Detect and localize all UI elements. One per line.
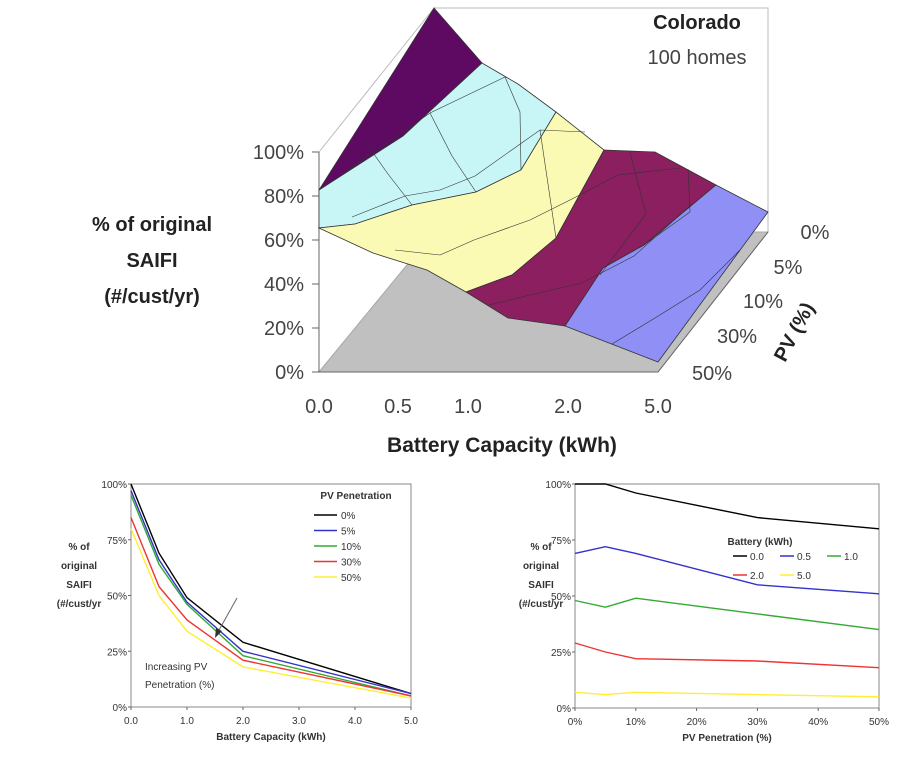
line-chart-battery: 0% 25% 50% 75% 100% 0.0 1.0 2.0 3.0 4.0 5.0 Battery… [57,480,419,743]
series-line-5% [130,490,412,695]
surface-subtitle: 100 homes [648,47,747,69]
legend-label: 1.0 [844,552,858,563]
series-line-30% [130,517,412,697]
y-axis-label-line: (#/cust/yr [57,599,102,610]
plot-area [130,483,412,708]
x-axis-label: Battery Capacity (kWh) [216,732,325,743]
surface-y-tick-label: 40% [264,274,304,296]
y-tick-label: 50% [107,592,127,603]
y-tick-label: 0% [557,704,572,715]
y-axis-label-line: original [61,561,97,572]
surface-pv-tick-label: 50% [692,363,732,385]
series-line-0.0 [575,483,880,530]
legend-label: 0% [341,511,356,522]
surface-ylabel-line: (#/cust/yr) [104,286,200,308]
x-tick-label: 0% [568,717,583,728]
legend-label: 30% [341,558,361,569]
surface-x-tick-label: 5.0 [644,396,672,418]
series-line-10% [130,494,412,697]
surface-y-tick-label: 0% [275,362,304,384]
y-tick-label: 25% [107,647,127,658]
y-tick-label: 75% [551,536,571,547]
series-line-0.5 [574,545,880,595]
x-tick-label: 10% [626,717,646,728]
y-axis-label-line: SAIFI [528,580,554,591]
series-line-50% [130,528,412,699]
surface-xlabel: Battery Capacity (kWh) [387,434,617,457]
y-axis-label-line: original [523,561,559,572]
x-tick-label: 5.0 [404,716,418,727]
series-line-1.0 [574,597,880,631]
surface-y-tick-label: 100% [253,142,304,164]
surface-pv-tick-label: 30% [717,326,757,348]
legend-label: 50% [341,573,361,584]
annotation-text: Increasing PV [145,662,208,673]
legend-label: 0.5 [797,552,811,563]
x-axis-label: PV Penetration (%) [682,733,771,744]
legend-label: 5% [341,527,356,538]
annotation-arrowhead [215,628,222,638]
legend-title: Battery (kWh) [727,537,792,548]
surface-band-3.5-5.0 [564,184,769,363]
line-chart-pv: 0% 25% 50% 75% 100% 0% 10% 20% 30% 40% 50% PV Penet… [519,480,889,744]
y-axis-label-line: SAIFI [66,580,92,591]
surface-y-ticks: 0% 20% 40% 60% 80% 100% [253,142,319,384]
series-line-2.0 [574,642,880,669]
annotation-text: Penetration (%) [145,680,214,691]
x-tick-label: 1.0 [180,716,194,727]
surface-ylabel-line: SAIFI [126,250,177,272]
surface-x-tick-label: 2.0 [554,396,582,418]
y-tick-label: 50% [551,592,571,603]
series-line-5.0 [574,691,880,698]
x-tick-label: 20% [687,717,707,728]
surface-x-tick-label: 1.0 [454,396,482,418]
surface-title: Colorado [653,12,741,34]
surface-y-tick-label: 20% [264,318,304,340]
surface-pv-tick-label: 5% [774,257,803,279]
legend-label: 10% [341,542,361,553]
y-tick-label: 100% [545,480,571,491]
legend-label: 5.0 [797,571,811,582]
plot-area [574,483,880,709]
y-axis-label-line: (#/cust/yr [519,599,564,610]
legend-title: PV Penetration [320,491,391,502]
surface-ylabel-line: % of original [92,214,212,236]
legend-label: 2.0 [750,571,764,582]
x-tick-label: 40% [808,717,828,728]
y-tick-label: 25% [551,648,571,659]
annotation-arrow [217,597,238,633]
surface-chart: 0% 20% 40% 60% 80% 100% 0.0 0.5 1.0 2.0 5.0 0% 5% 1… [92,6,830,457]
surface-pv-tick-label: 10% [743,291,783,313]
surface-ylabel: % of original SAIFI (#/cust/yr) [92,214,212,308]
surface-y-tick-label: 80% [264,186,304,208]
x-tick-label: 30% [747,717,767,728]
x-tick-label: 2.0 [236,716,250,727]
x-tick-label: 50% [869,717,889,728]
legend-label: 0.0 [750,552,764,563]
y-tick-label: 0% [113,703,128,714]
surface-x-tick-label: 0.5 [384,396,412,418]
x-tick-label: 4.0 [348,716,362,727]
surface-x-ticks: 0.0 0.5 1.0 2.0 5.0 [305,396,672,418]
surface-pv-tick-label: 0% [801,222,830,244]
x-tick-label: 3.0 [292,716,306,727]
y-tick-label: 75% [107,536,127,547]
surface-pv-ticks: 0% 5% 10% 30% 50% [692,222,830,385]
y-axis-label-line: % of [530,542,552,553]
surface-x-tick-label: 0.0 [305,396,333,418]
pv-axis-line [657,231,769,373]
surface-y-tick-label: 60% [264,230,304,252]
y-tick-label: 100% [101,480,127,491]
y-axis-label-line: % of [68,542,90,553]
series-line-0% [130,483,412,695]
x-tick-label: 0.0 [124,716,138,727]
